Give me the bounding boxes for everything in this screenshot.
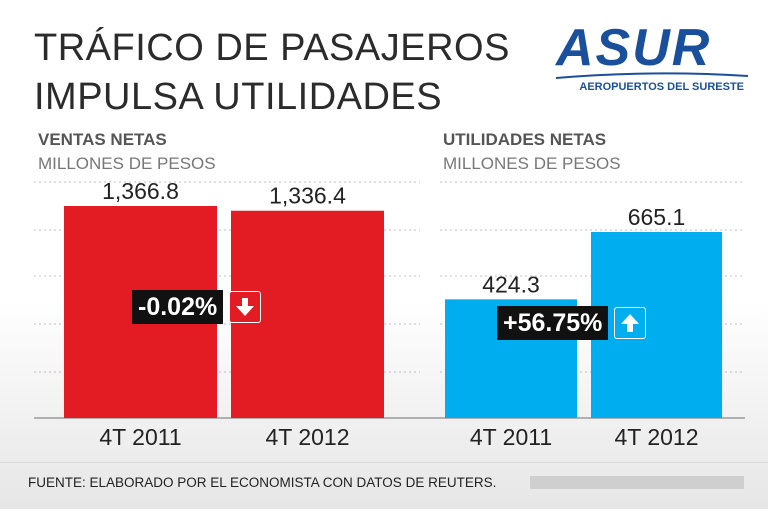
source-note: FUENTE: ELABORADO POR EL ECONOMISTA CON …: [28, 475, 497, 490]
title-line-1: TRÁFICO DE PASAJEROS: [34, 27, 510, 69]
ventas-subtitle: MILLONES DE PESOS: [38, 154, 216, 173]
ventas-change-label: -0.02%: [132, 290, 224, 324]
ventas-title: VENTAS NETAS: [38, 130, 167, 149]
arrow-up-icon: [614, 307, 647, 339]
ventas-change-badge: -0.02%: [132, 290, 262, 324]
utilidades-value-label-0: 424.3: [482, 271, 540, 297]
logo-subtitle: AEROPUERTOS DEL SURESTE: [579, 81, 744, 93]
footer-gray-bar: [530, 476, 744, 489]
utilidades-title: UTILIDADES NETAS: [443, 130, 607, 149]
utilidades-change-label: +56.75%: [497, 306, 609, 340]
title-line-2: IMPULSA UTILIDADES: [34, 76, 443, 118]
utilidades-value-label-1: 665.1: [628, 204, 686, 230]
arrow-down-icon: [229, 291, 262, 323]
utilidades-bar-1: [591, 232, 722, 418]
utilidades-change-badge: +56.75%: [497, 306, 647, 340]
utilidades-subtitle: MILLONES DE PESOS: [443, 154, 621, 173]
utilidades-category-label-0: 4T 2011: [470, 424, 552, 450]
ventas-value-label-0: 1,366.8: [102, 178, 179, 204]
asur-logo: [552, 20, 752, 100]
footer-divider: [0, 462, 768, 463]
utilidades-category-label-1: 4T 2012: [615, 424, 699, 450]
ventas-category-label-0: 4T 2011: [99, 424, 181, 450]
logo-swoosh-icon: [555, 72, 749, 79]
ventas-value-label-1: 1,336.4: [269, 183, 346, 209]
ventas-category-label-1: 4T 2012: [266, 424, 350, 450]
logo-wordmark: ASUR: [556, 19, 712, 77]
